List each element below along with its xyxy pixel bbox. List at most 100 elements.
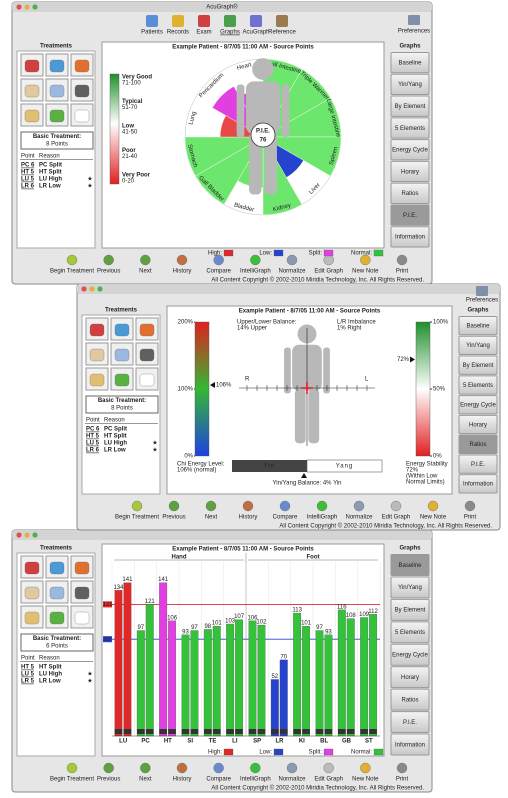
window-control[interactable] <box>16 4 22 10</box>
graph-button[interactable] <box>458 375 498 395</box>
graph-button[interactable] <box>458 395 498 415</box>
preferences-icon[interactable] <box>408 15 420 25</box>
graph-button[interactable] <box>390 226 430 248</box>
graph-button[interactable] <box>390 643 430 666</box>
point-reason: LU High <box>39 177 62 183</box>
graph-button[interactable] <box>390 576 430 599</box>
bottom-tool-icon[interactable] <box>103 254 114 266</box>
treatment-icon-art <box>24 59 40 73</box>
bottom-tool-label: IntelliGraph <box>240 777 271 783</box>
graph-button[interactable] <box>390 621 430 644</box>
bottom-tool-icon[interactable] <box>250 254 261 266</box>
bottom-tool-icon[interactable] <box>176 762 188 774</box>
graph-button[interactable] <box>390 117 430 139</box>
graph-button[interactable] <box>390 204 430 226</box>
window-control[interactable] <box>81 286 87 292</box>
graph-button[interactable] <box>390 160 430 183</box>
bottom-tool-icon[interactable] <box>286 762 298 774</box>
window-control[interactable] <box>16 532 22 538</box>
graph-button-label: Energy Cycle <box>392 653 428 659</box>
window-control[interactable] <box>32 532 38 538</box>
window-control[interactable] <box>24 4 30 10</box>
graph-button[interactable] <box>390 733 430 756</box>
graph-button[interactable] <box>458 474 498 494</box>
toolbar-icon[interactable] <box>146 15 158 27</box>
bottom-tool-icon[interactable] <box>286 254 298 266</box>
graph-button[interactable] <box>390 52 430 74</box>
bottom-tool-icon[interactable] <box>213 254 224 266</box>
window-control[interactable] <box>97 286 103 292</box>
bottom-tool-icon[interactable] <box>103 762 114 774</box>
point-reason: PC Split <box>39 163 62 169</box>
toolbar-icon[interactable] <box>198 15 210 27</box>
bottom-tool-icon[interactable] <box>360 254 371 266</box>
bottom-tool-icon[interactable] <box>131 500 143 512</box>
bottom-tool-icon[interactable] <box>168 500 180 512</box>
bottom-tool-icon[interactable] <box>242 500 254 512</box>
window-control[interactable] <box>24 532 30 538</box>
graph-button[interactable] <box>458 414 498 435</box>
treatment-icon-art <box>49 561 65 575</box>
bottom-tool-icon[interactable] <box>323 762 334 774</box>
graph-button[interactable] <box>458 454 498 474</box>
bottom-tool-icon[interactable] <box>396 762 408 774</box>
bottom-tool-icon[interactable] <box>396 254 408 266</box>
bottom-tool-icon[interactable] <box>316 500 328 512</box>
graph-button[interactable] <box>458 316 498 336</box>
bottom-tool-icon[interactable] <box>66 254 78 266</box>
bottom-tool-icon[interactable] <box>390 500 402 512</box>
bottom-tool-icon[interactable] <box>66 762 78 774</box>
graph-button[interactable] <box>390 73 430 96</box>
graph-button[interactable] <box>390 554 430 576</box>
bottom-tool-icon[interactable] <box>176 254 188 266</box>
graph-button[interactable] <box>390 139 430 161</box>
copyright: All Content Copyright © 2002-2010 Miridi… <box>211 277 424 284</box>
treatment-icon-art <box>74 586 90 600</box>
toolbar-icon[interactable] <box>172 15 184 27</box>
bottom-tool-icon[interactable] <box>140 762 151 774</box>
legend-swatch <box>373 249 384 257</box>
graph-button[interactable] <box>458 434 498 454</box>
bottom-tool-icon[interactable] <box>427 500 439 512</box>
treatment-icon-art <box>74 611 90 625</box>
yin-label: Yin <box>264 464 275 470</box>
toolbar-icon[interactable] <box>250 15 262 27</box>
point-tag <box>315 729 324 734</box>
graph-button[interactable] <box>458 335 498 356</box>
graph-button[interactable] <box>390 95 430 117</box>
graph-button[interactable] <box>458 355 498 375</box>
bottom-tool-icon[interactable] <box>360 762 371 774</box>
legend-swatch <box>273 249 284 257</box>
graph-button[interactable] <box>390 182 430 204</box>
graph-button[interactable] <box>390 666 430 689</box>
bottom-tool-icon[interactable] <box>279 500 291 512</box>
graph-button[interactable] <box>390 598 430 621</box>
bottom-tool-icon[interactable] <box>250 762 261 774</box>
graph-button[interactable] <box>390 711 430 734</box>
bottom-tool-icon[interactable] <box>205 500 217 512</box>
toolbar-icon[interactable] <box>224 15 236 27</box>
bottom-tool-icon[interactable] <box>323 254 334 266</box>
graph-button-label: P.I.E. <box>471 462 485 468</box>
legend-label: Split: <box>309 750 323 756</box>
body-head <box>252 58 274 80</box>
bar-value-label: 103 <box>225 619 236 625</box>
toolbar-label: AcuGraph <box>242 30 269 36</box>
body-arm <box>281 84 290 138</box>
graph-button[interactable] <box>390 688 430 711</box>
window-control[interactable] <box>32 4 38 10</box>
treatment-box <box>20 633 94 652</box>
preferences-icon[interactable] <box>476 286 488 296</box>
panel-heading: Graphs <box>467 308 489 314</box>
bottom-tool-icon[interactable] <box>140 254 151 266</box>
bottom-tool-icon[interactable] <box>213 762 224 774</box>
toolbar-icon[interactable] <box>276 15 288 27</box>
bottom-tool-icon[interactable] <box>353 500 365 512</box>
body-arm <box>284 347 291 394</box>
bottom-tool-icon[interactable] <box>464 500 476 512</box>
x-tick-label: TE <box>209 739 217 745</box>
bar-value-label: 121 <box>145 599 156 605</box>
window-control[interactable] <box>89 286 95 292</box>
bar <box>346 618 355 737</box>
